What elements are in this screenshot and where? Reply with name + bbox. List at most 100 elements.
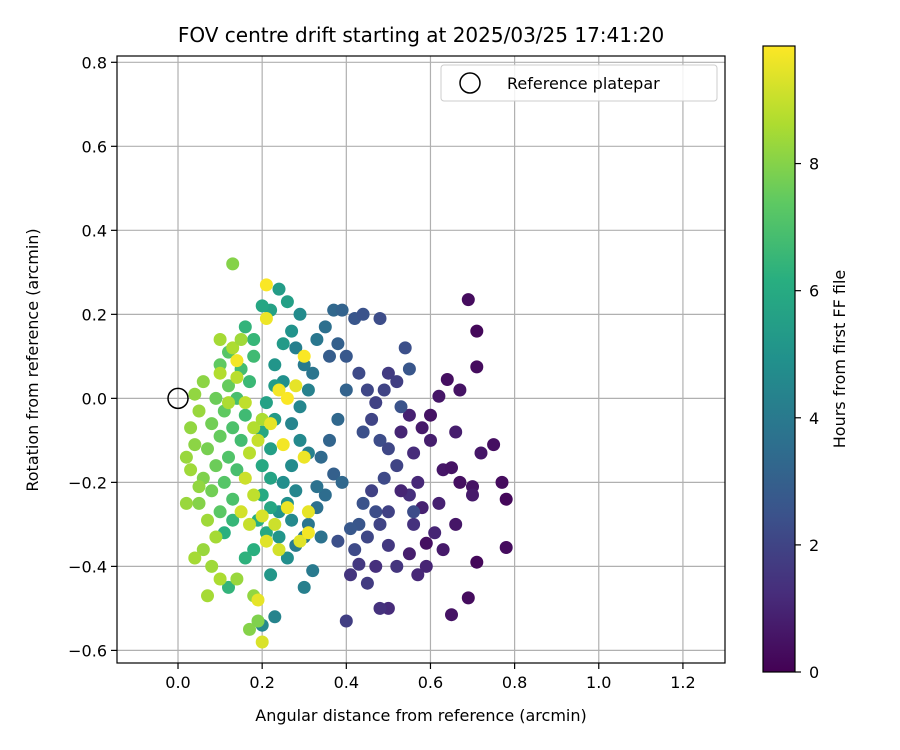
x-tick-label: 1.2 xyxy=(670,673,695,692)
scatter-point xyxy=(415,421,429,435)
scatter-point xyxy=(331,412,345,426)
scatter-point xyxy=(373,433,387,447)
scatter-point xyxy=(377,471,391,485)
scatter-point xyxy=(255,635,269,649)
scatter-point xyxy=(238,408,252,422)
scatter-point xyxy=(268,610,282,624)
scatter-point xyxy=(432,496,446,510)
x-axis-ticks: 0.0 0.2 0.4 0.6 0.8 1.0 1.2 xyxy=(165,663,696,692)
scatter-point xyxy=(360,576,374,590)
scatter-point xyxy=(297,580,311,594)
scatter-point xyxy=(352,366,366,380)
scatter-point xyxy=(205,484,219,498)
scatter-point xyxy=(356,307,370,321)
scatter-point xyxy=(352,557,366,571)
scatter-point xyxy=(213,572,227,586)
scatter-point xyxy=(356,496,370,510)
scatter-point xyxy=(411,568,425,582)
scatter-point xyxy=(310,333,324,346)
scatter-point xyxy=(360,530,374,544)
scatter-point xyxy=(402,547,416,561)
scatter-point xyxy=(259,396,273,410)
scatter-point xyxy=(394,484,408,498)
scatter-point xyxy=(394,400,408,414)
scatter-point xyxy=(297,349,311,363)
x-tick-label: 0.8 xyxy=(502,673,527,692)
scatter-point xyxy=(272,282,286,296)
scatter-point xyxy=(335,303,349,317)
y-tick-label: 0.0 xyxy=(82,389,107,408)
scatter-point xyxy=(230,354,244,368)
scatter-point xyxy=(327,467,341,481)
scatter-point xyxy=(196,375,210,389)
scatter-point xyxy=(264,417,278,431)
scatter-point xyxy=(461,591,475,605)
scatter-point xyxy=(280,295,294,309)
scatter-point xyxy=(251,433,265,447)
scatter-point xyxy=(314,530,328,544)
scatter-point xyxy=(251,593,265,607)
scatter-point xyxy=(276,475,290,489)
scatter-point xyxy=(205,559,219,573)
scatter-point xyxy=(285,417,299,431)
scatter-point xyxy=(407,505,421,519)
scatter-point xyxy=(184,463,198,477)
scatter-point xyxy=(369,559,383,573)
scatter-point xyxy=(339,383,353,397)
colorbar: 0 2 4 6 8 Hours from first FF file xyxy=(762,45,849,682)
scatter-point xyxy=(407,446,421,460)
y-tick-label: 0.8 xyxy=(82,53,107,72)
scatter-point xyxy=(280,391,294,405)
scatter-point xyxy=(280,551,294,565)
scatter-point xyxy=(285,459,299,473)
scatter-point xyxy=(373,517,387,531)
colorbar-tick-label: 6 xyxy=(809,282,819,301)
colorbar-tick-label: 4 xyxy=(809,409,819,428)
scatter-point xyxy=(243,446,256,460)
x-tick-label: 0.2 xyxy=(249,673,274,692)
scatter-point xyxy=(264,471,278,485)
scatter-point xyxy=(424,408,437,422)
scatter-point xyxy=(436,543,450,557)
scatter-point xyxy=(234,505,248,519)
y-tick-label: 0.6 xyxy=(82,137,107,156)
scatter-point xyxy=(360,383,374,397)
scatter-point xyxy=(179,450,193,464)
scatter-point xyxy=(234,333,248,346)
scatter-point xyxy=(272,530,286,544)
scatter-point xyxy=(293,307,307,321)
legend: Reference platepar xyxy=(440,64,718,102)
scatter-point xyxy=(293,400,307,414)
scatter-point xyxy=(449,425,463,439)
scatter-point xyxy=(419,536,433,550)
scatter-point xyxy=(255,299,269,313)
scatter-point xyxy=(369,396,383,410)
scatter-point xyxy=(432,389,446,403)
scatter-point xyxy=(301,526,315,540)
scatter-point xyxy=(289,484,303,498)
scatter-point xyxy=(381,505,395,519)
scatter-point xyxy=(188,438,202,452)
scatter-point xyxy=(222,450,235,464)
scatter-point xyxy=(339,614,353,628)
scatter-point xyxy=(209,530,223,544)
reference-platepar-marker xyxy=(167,387,189,410)
scatter-point xyxy=(487,438,501,452)
scatter-point xyxy=(201,442,214,456)
scatter-point xyxy=(188,551,202,565)
scatter-point xyxy=(474,446,488,460)
scatter-point xyxy=(247,349,261,363)
scatter-point xyxy=(453,383,467,397)
scatter-point xyxy=(499,541,513,554)
scatter-point xyxy=(192,496,206,510)
scatter-point xyxy=(222,379,235,393)
scatter-point xyxy=(259,312,273,325)
chart-title: FOV centre drift starting at 2025/03/25 … xyxy=(178,23,664,47)
scatter-point xyxy=(222,396,235,410)
scatter-point xyxy=(470,360,484,374)
scatter-point xyxy=(213,505,227,519)
scatter-point xyxy=(234,433,248,447)
scatter-point xyxy=(390,459,404,473)
scatter-point xyxy=(255,459,269,473)
y-tick-label: 0.2 xyxy=(82,305,107,324)
